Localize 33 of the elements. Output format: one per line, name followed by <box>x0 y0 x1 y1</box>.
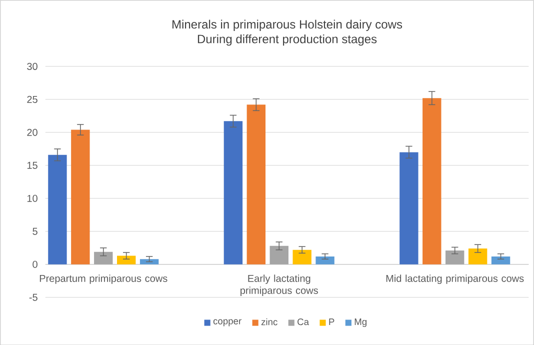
bar <box>140 258 159 264</box>
bar <box>446 250 464 264</box>
bar <box>292 250 312 264</box>
y-tick-label: 5 <box>32 228 38 235</box>
bar <box>48 154 67 264</box>
bar <box>94 252 113 264</box>
bar <box>224 120 243 264</box>
chart-title: Minerals in primiparous Holstein dairy cows <box>172 20 402 31</box>
x-tick-label: Mid lactating primiparous cows <box>386 274 524 284</box>
y-tick-label: 10 <box>27 194 38 202</box>
y-tick-label: 30 <box>27 62 38 70</box>
bar <box>468 248 488 264</box>
bar <box>491 256 510 264</box>
chart-subtitle: During different production stages <box>198 34 377 46</box>
bar <box>246 104 266 264</box>
bar <box>71 130 90 264</box>
legend-label: P <box>329 318 334 325</box>
y-tick-label: 25 <box>27 96 38 103</box>
bar <box>400 152 418 264</box>
bar <box>270 246 288 264</box>
y-tick-label: 0 <box>32 260 38 268</box>
legend-label: copper <box>213 319 242 326</box>
legend-label: zinc <box>261 318 278 326</box>
bar <box>316 256 334 264</box>
x-tick-label: Prepartum primiparous cows <box>40 274 168 284</box>
bar <box>422 98 442 264</box>
y-tick-label: 15 <box>27 162 38 169</box>
y-tick-label: -5 <box>29 294 38 301</box>
y-tick-label: 20 <box>27 128 38 136</box>
x-tick-label: Early lactating primiparous cows <box>240 274 318 296</box>
legend-label: Ca <box>298 318 310 325</box>
legend-label: Mg <box>354 318 366 327</box>
bar <box>117 256 136 264</box>
